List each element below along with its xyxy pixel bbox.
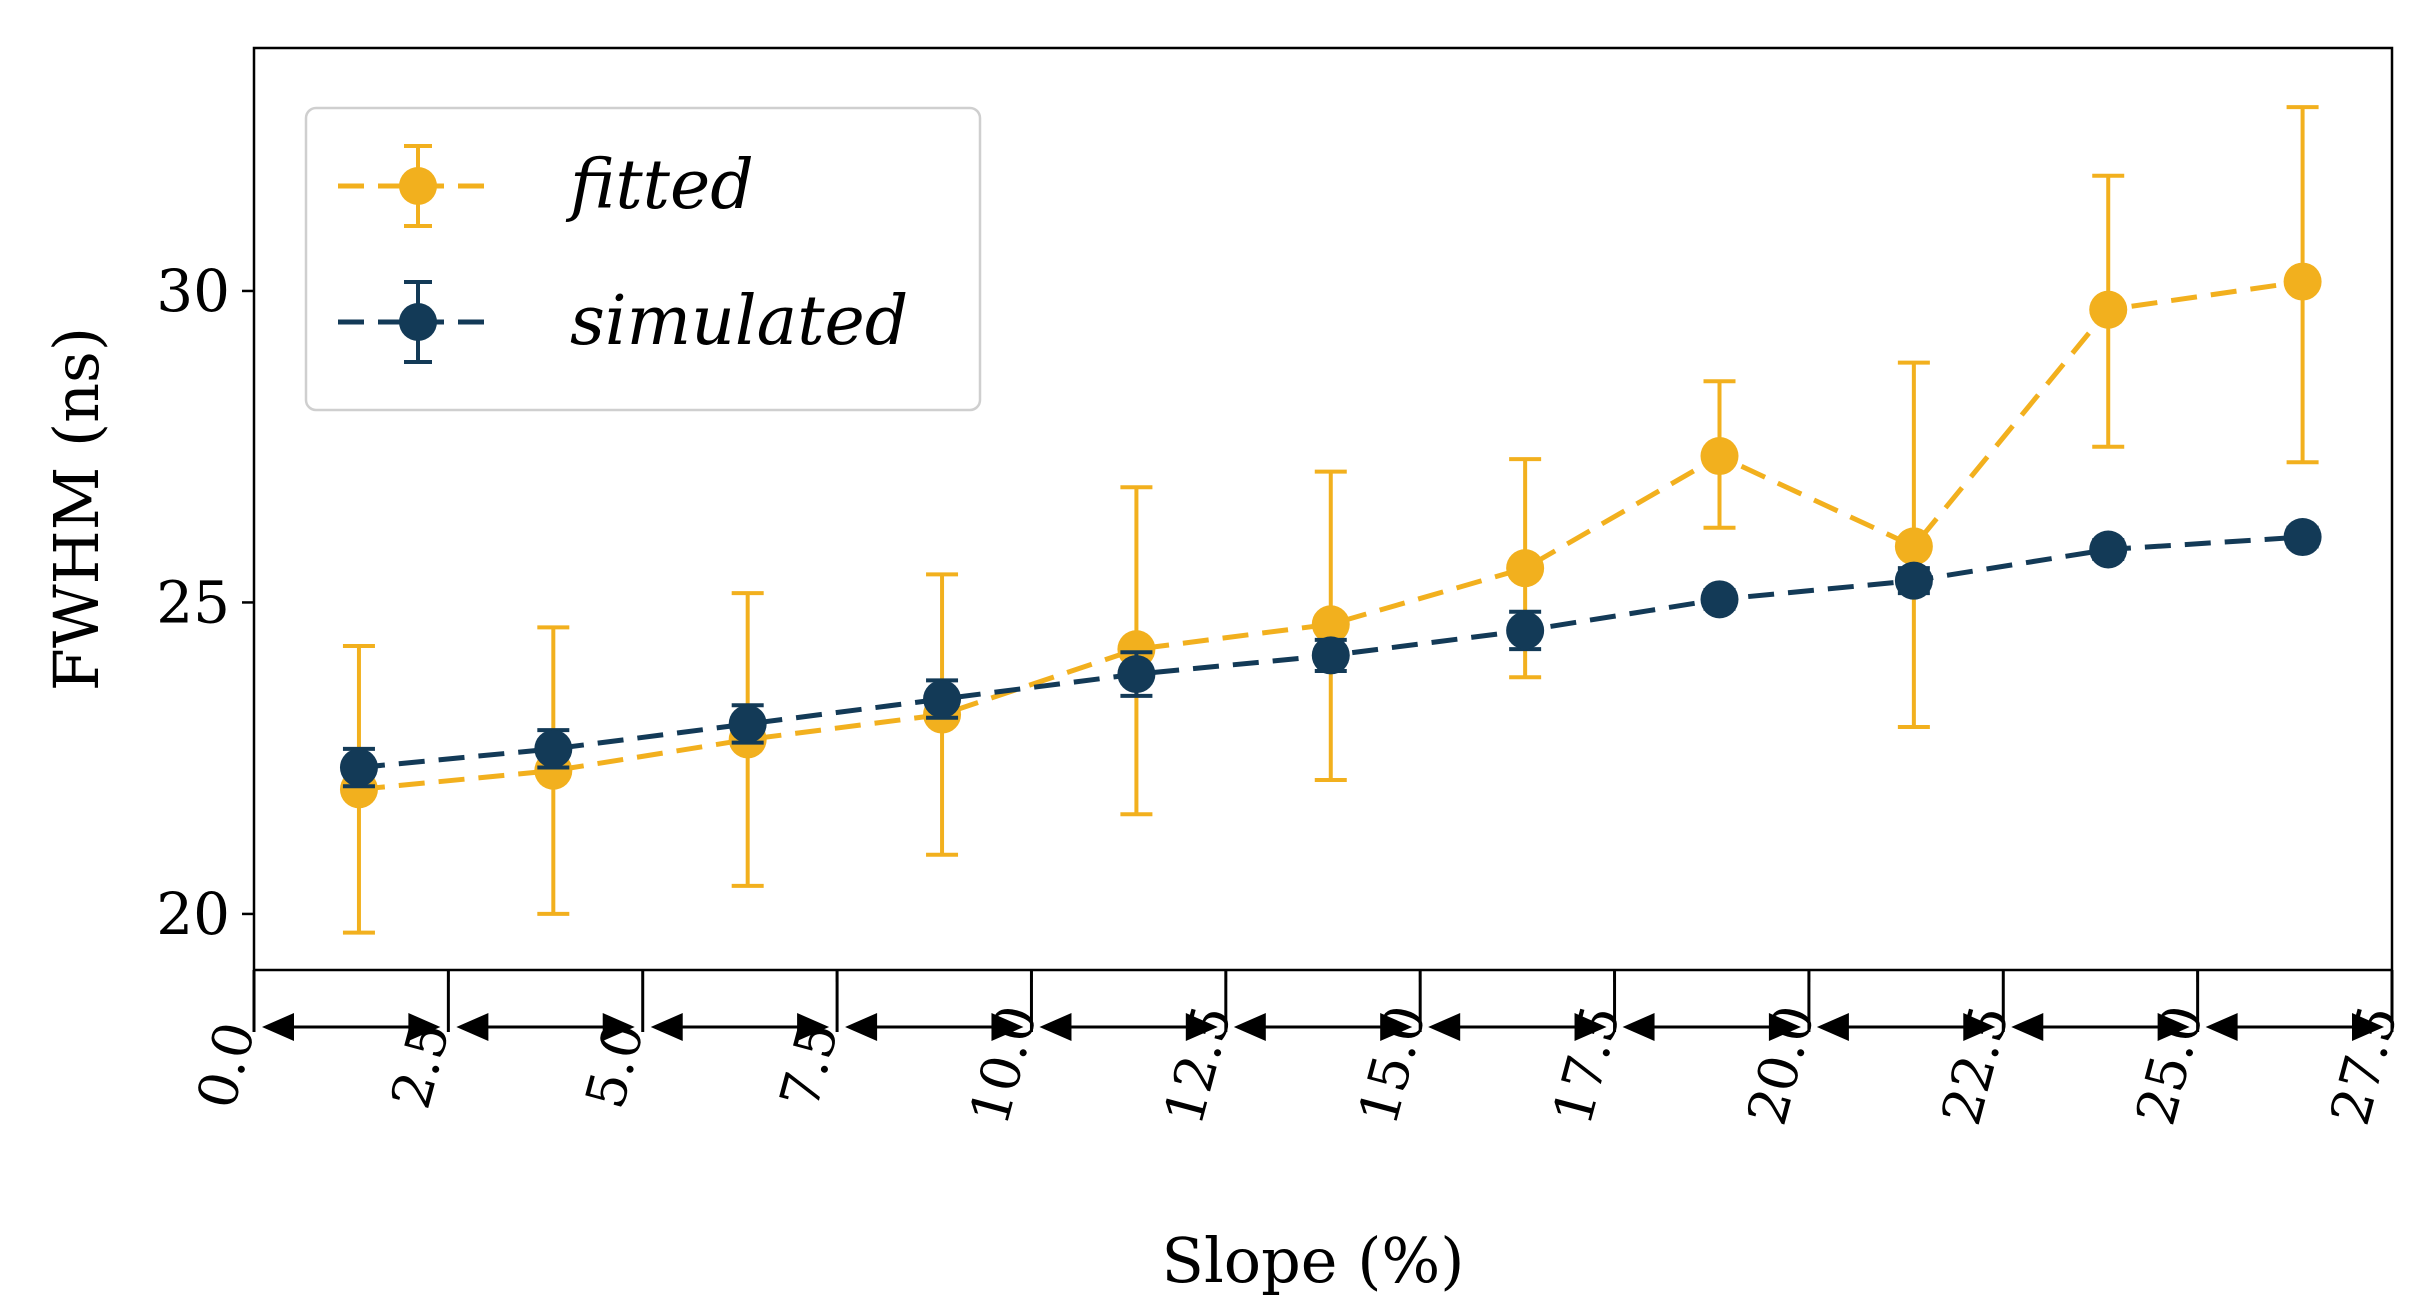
legend-item-simulated: simulated: [338, 280, 908, 364]
bin-arrow-head: [2157, 1013, 2190, 1041]
bin-arrow-head: [1185, 1013, 1218, 1041]
bin-arrow: [262, 1013, 441, 1041]
simulated-point: [2283, 518, 2322, 557]
bin-arrow-head: [1233, 1013, 1266, 1041]
bin-arrow-head: [1963, 1013, 1996, 1041]
fitted-point: [2089, 290, 2128, 329]
simulated-point: [1700, 580, 1739, 619]
simulated-point: [534, 729, 573, 768]
bin-arrow-head: [2011, 1013, 2044, 1041]
simulated-point: [1506, 611, 1545, 650]
bin-arrow-head: [650, 1013, 683, 1041]
simulated-point: [339, 748, 378, 787]
x-tick-label: 20.0: [1735, 999, 1827, 1131]
series-layer: [339, 105, 2322, 935]
simulated-point: [1311, 636, 1350, 675]
legend-marker: [399, 167, 437, 205]
bin-arrow: [2011, 1013, 2190, 1041]
bin-arrow-head: [797, 1013, 830, 1041]
fitted-line: [358, 279, 2303, 792]
x-axis: 0.0 2.5 5.0 7.5 10.0 12.5 15.0 17.5 20.0 22.5 25.0…: [185, 970, 2410, 1131]
simulated-point: [2089, 530, 2128, 569]
bin-arrow: [1039, 1013, 1218, 1041]
bin-arrow-head: [2205, 1013, 2238, 1041]
bin-arrow-head: [1816, 1013, 1849, 1041]
bin-arrow: [650, 1013, 830, 1041]
bin-arrow-head: [262, 1013, 294, 1041]
bin-arrow: [1816, 1013, 1996, 1041]
bin-arrow: [456, 1013, 635, 1041]
simulated-point: [728, 704, 767, 743]
bin-arrow-head: [1428, 1013, 1461, 1041]
simulated-point: [1117, 655, 1156, 694]
bin-arrow: [845, 1013, 1024, 1041]
bin-arrow-head: [602, 1013, 635, 1041]
y-axis: 20 25 30: [156, 257, 254, 948]
bin-arrow-head: [2352, 1013, 2384, 1041]
fitted-point: [1311, 605, 1350, 644]
x-tick-label: 7.5: [768, 1016, 851, 1115]
x-axis-label: Slope (%): [1161, 1224, 1464, 1297]
fitted-point: [1506, 549, 1545, 588]
bin-arrow-head: [1574, 1013, 1607, 1041]
bin-arrow: [1622, 1013, 1801, 1041]
plot-frame: [252, 46, 2394, 972]
bin-annotations: [252, 970, 2394, 1041]
x-tick-label: 25.0: [2124, 999, 2216, 1131]
bin-arrow-head: [408, 1013, 441, 1041]
legend: fitted simulated: [304, 106, 982, 412]
series-simulated: [339, 518, 2322, 789]
x-tick-label: 17.5: [1541, 999, 1633, 1131]
simulated-point: [923, 680, 962, 719]
legend-item-fitted: fitted: [338, 144, 754, 228]
bin-arrow-head: [1622, 1013, 1655, 1041]
bin-arrow: [2205, 1013, 2384, 1041]
x-tick-label: 5.0: [573, 1016, 656, 1115]
x-tick-label: 0.0: [185, 1016, 268, 1115]
fitted-point: [1894, 527, 1933, 566]
x-tick-label: 2.5: [379, 1016, 462, 1115]
x-tick-label: 27.5: [2318, 999, 2410, 1131]
y-tick-label: 25: [156, 568, 230, 636]
x-tick-label: 15.0: [1346, 999, 1438, 1131]
x-tick-label: 12.5: [1152, 999, 1244, 1131]
bin-arrow: [1428, 1013, 1607, 1041]
y-axis-label: FWHM (ns): [40, 327, 113, 691]
legend-label: fitted: [565, 146, 754, 225]
simulated-point: [1894, 561, 1933, 600]
y-tick-label: 20: [156, 880, 230, 948]
legend-label: simulated: [570, 282, 908, 361]
fitted-point: [2283, 262, 2322, 301]
bin-arrow-head: [456, 1013, 489, 1041]
bin-arrow: [1233, 1013, 1413, 1041]
bin-arrow-head: [991, 1013, 1024, 1041]
bin-arrow-head: [1039, 1013, 1072, 1041]
bin-arrow-head: [1768, 1013, 1801, 1041]
bin-arrow-head: [1380, 1013, 1413, 1041]
y-tick-label: 30: [156, 257, 230, 325]
legend-marker: [399, 303, 437, 341]
x-tick-label: 22.5: [1929, 999, 2021, 1131]
bin-arrow-head: [845, 1013, 878, 1041]
x-tick-label: 10.0: [958, 999, 1050, 1131]
fitted-point: [1700, 437, 1739, 476]
